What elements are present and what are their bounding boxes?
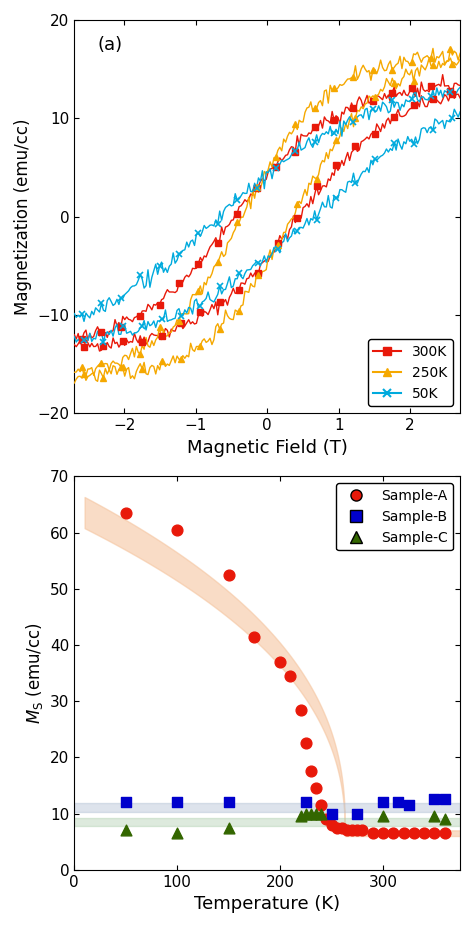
Point [379,794,387,809]
Point [225,820,232,835]
Point [348,823,356,838]
Point [312,806,320,821]
Point [307,764,315,779]
Point [420,826,428,841]
Point [173,826,181,841]
Text: (a): (a) [98,35,123,54]
Y-axis label: Magnetization (emu/cc): Magnetization (emu/cc) [14,119,32,315]
Legend: Sample-A, Sample-B, Sample-C: Sample-A, Sample-B, Sample-C [337,483,453,551]
X-axis label: Temperature (K): Temperature (K) [194,895,340,913]
Point [390,826,397,841]
Point [333,820,340,835]
Point [225,567,232,582]
Point [318,797,325,812]
Point [323,812,330,827]
Point [302,794,310,809]
Y-axis label: $M_{\rm S}$ (emu/cc): $M_{\rm S}$ (emu/cc) [24,622,45,724]
Legend: 300K, 250K, 50K: 300K, 250K, 50K [368,339,453,406]
Point [359,823,366,838]
Point [430,826,438,841]
Point [297,702,304,717]
Point [441,826,448,841]
Point [338,820,346,835]
Point [441,812,448,827]
Text: (b): (b) [419,492,445,510]
Point [379,809,387,824]
Point [173,794,181,809]
Point [276,654,284,669]
Point [328,818,335,832]
Point [430,809,438,824]
Point [354,806,361,821]
Point [302,806,310,821]
Point [379,826,387,841]
Point [307,806,315,821]
Point [287,668,294,683]
Point [343,823,351,838]
Point [369,826,376,841]
Point [225,794,232,809]
Point [122,794,129,809]
Point [328,806,335,821]
Point [441,792,448,806]
Point [122,505,129,520]
Point [318,806,325,821]
Point [173,523,181,538]
Point [400,826,407,841]
Point [394,794,402,809]
Point [302,736,310,751]
Point [354,823,361,838]
Point [430,792,438,806]
Point [251,629,258,644]
Point [410,826,418,841]
Point [312,781,320,795]
Point [297,809,304,824]
Point [122,823,129,838]
X-axis label: Magnetic Field (T): Magnetic Field (T) [187,438,347,457]
Point [405,797,412,812]
